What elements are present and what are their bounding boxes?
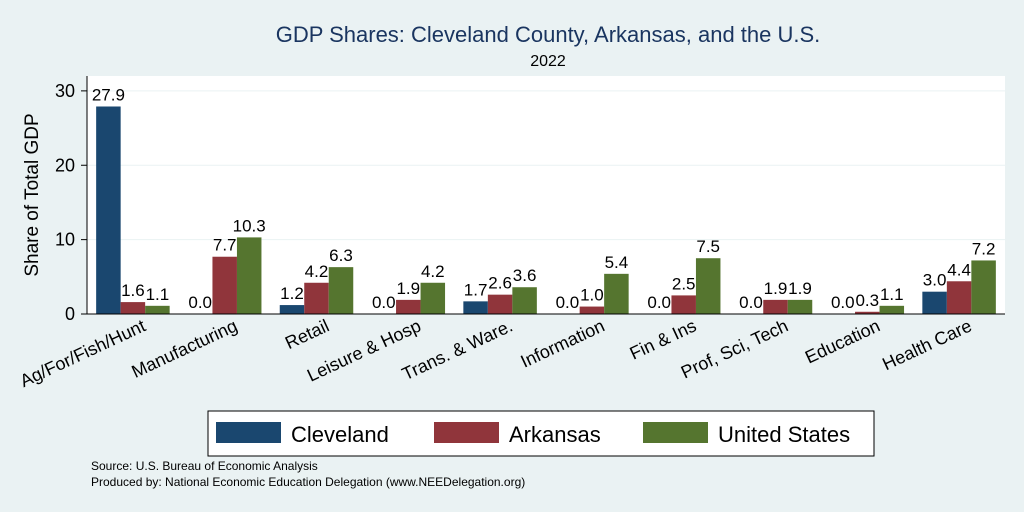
data-label-united-states-ag-for-fish-hunt: 1.1 xyxy=(146,285,170,304)
data-label-united-states-information: 5.4 xyxy=(605,253,629,272)
bar-united-states-health-care xyxy=(971,260,996,314)
data-label-united-states-leisure-hosp: 4.2 xyxy=(421,262,445,281)
bar-united-states-prof-sci-tech xyxy=(787,299,813,314)
data-label-arkansas-information: 1.0 xyxy=(580,286,604,305)
bar-arkansas-prof-sci-tech xyxy=(763,299,788,314)
bar-arkansas-health-care xyxy=(946,281,972,314)
chart-subtitle: 2022 xyxy=(530,53,566,70)
data-label-cleveland-trans-ware: 1.7 xyxy=(464,280,488,299)
legend-swatch-united-states xyxy=(643,422,708,443)
data-label-united-states-fin-ins: 7.5 xyxy=(696,237,720,256)
data-label-cleveland-fin-ins: 0.0 xyxy=(647,293,671,312)
data-label-cleveland-manufacturing: 0.0 xyxy=(188,293,212,312)
bar-arkansas-retail xyxy=(304,282,329,314)
y-tick-label-10: 10 xyxy=(55,230,75,250)
bar-united-states-retail xyxy=(328,267,354,314)
x-tick-label-health-care: Health Care xyxy=(879,315,975,374)
legend-box xyxy=(207,410,875,457)
data-label-united-states-trans-ware: 3.6 xyxy=(513,266,537,285)
bar-arkansas-manufacturing xyxy=(212,256,237,314)
bar-cleveland-retail xyxy=(279,305,305,314)
bar-arkansas-ag-for-fish-hunt xyxy=(120,302,146,314)
bar-arkansas-education xyxy=(855,311,880,314)
data-label-cleveland-health-care: 3.0 xyxy=(923,271,947,290)
x-tick-label-education: Education xyxy=(802,315,883,367)
chart-title: GDP Shares: Cleveland County, Arkansas, … xyxy=(276,22,821,47)
source-note: Source: U.S. Bureau of Economic Analysis xyxy=(91,459,318,473)
bar-united-states-information xyxy=(604,273,629,314)
data-label-cleveland-education: 0.0 xyxy=(831,293,855,312)
data-label-arkansas-retail: 4.2 xyxy=(305,262,329,281)
data-label-arkansas-trans-ware: 2.6 xyxy=(488,274,512,293)
legend-swatch-cleveland xyxy=(216,422,281,443)
data-label-cleveland-prof-sci-tech: 0.0 xyxy=(739,293,763,312)
data-label-arkansas-manufacturing: 7.7 xyxy=(213,236,237,255)
y-tick-label-20: 20 xyxy=(55,155,75,175)
bar-arkansas-leisure-hosp xyxy=(396,299,421,314)
data-label-arkansas-leisure-hosp: 1.9 xyxy=(396,279,420,298)
legend-label-united-states: United States xyxy=(718,422,850,447)
bar-united-states-leisure-hosp xyxy=(420,282,446,314)
data-label-cleveland-retail: 1.2 xyxy=(280,284,304,303)
data-label-cleveland-leisure-hosp: 0.0 xyxy=(372,293,396,312)
produced-by-note: Produced by: National Economic Education… xyxy=(91,475,525,489)
data-label-arkansas-ag-for-fish-hunt: 1.6 xyxy=(121,281,145,300)
x-tick-label-manufacturing: Manufacturing xyxy=(129,315,241,381)
x-tick-label-information: Information xyxy=(518,315,608,371)
data-label-united-states-health-care: 7.2 xyxy=(972,239,996,258)
bar-united-states-trans-ware xyxy=(512,287,537,314)
bar-arkansas-fin-ins xyxy=(671,295,696,314)
x-tick-label-ag-for-fish-hunt: Ag/For/Fish/Hunt xyxy=(17,315,149,391)
bars xyxy=(96,106,996,315)
data-label-united-states-retail: 6.3 xyxy=(329,246,353,265)
bar-arkansas-information xyxy=(579,306,605,314)
data-label-united-states-education: 1.1 xyxy=(880,285,904,304)
legend-label-arkansas: Arkansas xyxy=(509,422,601,447)
data-label-united-states-prof-sci-tech: 1.9 xyxy=(788,279,812,298)
bar-united-states-fin-ins xyxy=(695,258,721,314)
data-label-arkansas-education: 0.3 xyxy=(855,291,879,310)
legend-swatch-arkansas xyxy=(434,422,499,443)
data-label-arkansas-fin-ins: 2.5 xyxy=(672,274,696,293)
x-tick-label-fin-ins: Fin & Ins xyxy=(627,315,700,363)
bar-cleveland-health-care xyxy=(922,291,947,314)
y-tick-label-0: 0 xyxy=(65,304,75,324)
bar-united-states-ag-for-fish-hunt xyxy=(145,305,170,314)
y-tick-label-30: 30 xyxy=(55,81,75,101)
data-label-cleveland-information: 0.0 xyxy=(556,293,580,312)
data-label-united-states-manufacturing: 10.3 xyxy=(233,216,266,235)
y-axis-ticks: 0 10 20 30 xyxy=(55,81,87,324)
bar-cleveland-ag-for-fish-hunt xyxy=(96,106,121,315)
legend: Cleveland Arkansas United States xyxy=(207,410,875,457)
data-labels: 27.91.6 1.1 0.07.710.31.24.26.30.01.94.21.… xyxy=(92,85,996,312)
legend-label-cleveland: Cleveland xyxy=(291,422,389,447)
data-label-arkansas-prof-sci-tech: 1.9 xyxy=(764,279,788,298)
y-axis-label: Share of Total GDP xyxy=(22,113,43,276)
bar-arkansas-trans-ware xyxy=(487,294,513,314)
data-label-arkansas-health-care: 4.4 xyxy=(947,260,971,279)
bar-united-states-education xyxy=(879,305,905,314)
x-tick-label-retail: Retail xyxy=(282,315,332,353)
bar-cleveland-trans-ware xyxy=(463,301,488,314)
bar-united-states-manufacturing xyxy=(236,237,262,314)
data-label-cleveland-ag-for-fish-hunt: 27.9 xyxy=(92,85,125,104)
